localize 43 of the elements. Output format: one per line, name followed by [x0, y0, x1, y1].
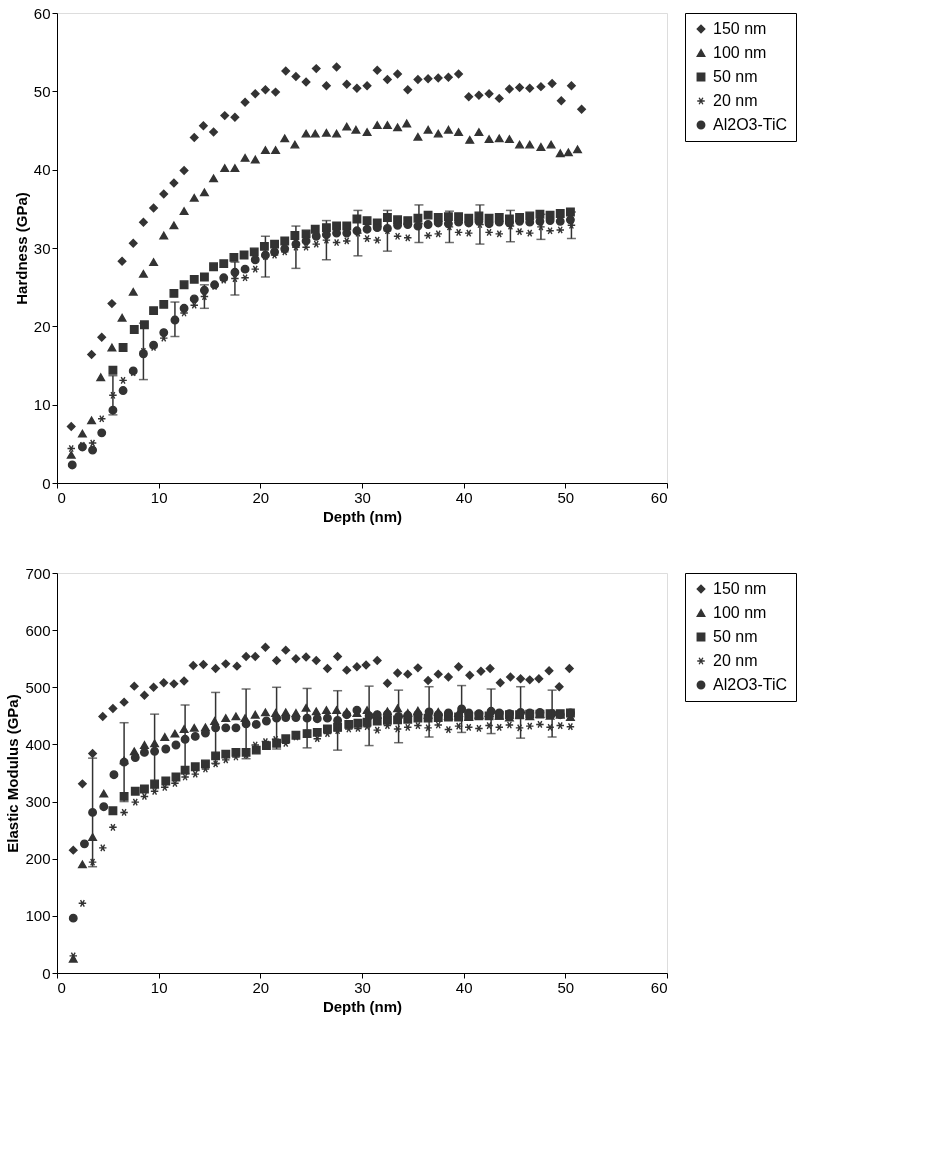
- x-tick-label: 10: [150, 488, 168, 506]
- y-tick-label: 400: [25, 735, 51, 753]
- legend-label: 20 nm: [713, 92, 758, 109]
- y-tick-label: 30: [33, 239, 51, 257]
- y-tick-label: 20: [33, 317, 51, 335]
- y-tick-label: 0: [42, 964, 51, 982]
- x-tick-label: 30: [354, 978, 371, 996]
- y-tick-label: 60: [33, 4, 51, 22]
- y-tick-label: 600: [25, 621, 51, 639]
- y-tick-label: 50: [33, 82, 51, 100]
- y-tick-label: 10: [33, 396, 51, 414]
- legend-label: 150 nm: [713, 580, 767, 597]
- x-tick-label: 50: [557, 488, 575, 506]
- legend-label: Al2O3-TiC: [713, 116, 788, 133]
- y-tick-label: 200: [25, 850, 51, 868]
- legend-label: 50 nm: [713, 628, 758, 645]
- x-tick-label: 60: [650, 488, 668, 506]
- y-tick-label: 0: [42, 474, 51, 492]
- legend-label: 100 nm: [713, 44, 767, 61]
- legend-label: 150 nm: [713, 20, 767, 37]
- legend-label: Al2O3-TiC: [713, 676, 788, 693]
- x-tick-label: 20: [252, 488, 270, 506]
- legend-label: 20 nm: [713, 652, 758, 669]
- x-axis-title: Depth (nm): [322, 997, 403, 1015]
- y-tick-label: 100: [25, 907, 51, 925]
- x-axis-title: Depth (nm): [322, 507, 403, 525]
- y-axis-title: Elastic Modulus (GPa): [4, 694, 22, 853]
- y-axis-title: Hardness (GPa): [12, 192, 30, 305]
- x-tick-label: 50: [557, 978, 575, 996]
- x-tick-label: 20: [252, 978, 270, 996]
- x-tick-label: 0: [57, 488, 66, 506]
- x-tick-label: 60: [650, 978, 668, 996]
- y-tick-label: 500: [25, 678, 51, 696]
- x-tick-label: 40: [455, 488, 473, 506]
- x-tick-label: 30: [354, 488, 371, 506]
- y-tick-label: 300: [25, 793, 51, 811]
- x-tick-label: 0: [57, 978, 66, 996]
- x-tick-label: 10: [150, 978, 168, 996]
- legend-label: 50 nm: [713, 68, 758, 85]
- y-tick-label: 40: [33, 161, 51, 179]
- y-tick-label: 700: [25, 564, 51, 582]
- legend-label: 100 nm: [713, 604, 767, 621]
- x-tick-label: 40: [455, 978, 473, 996]
